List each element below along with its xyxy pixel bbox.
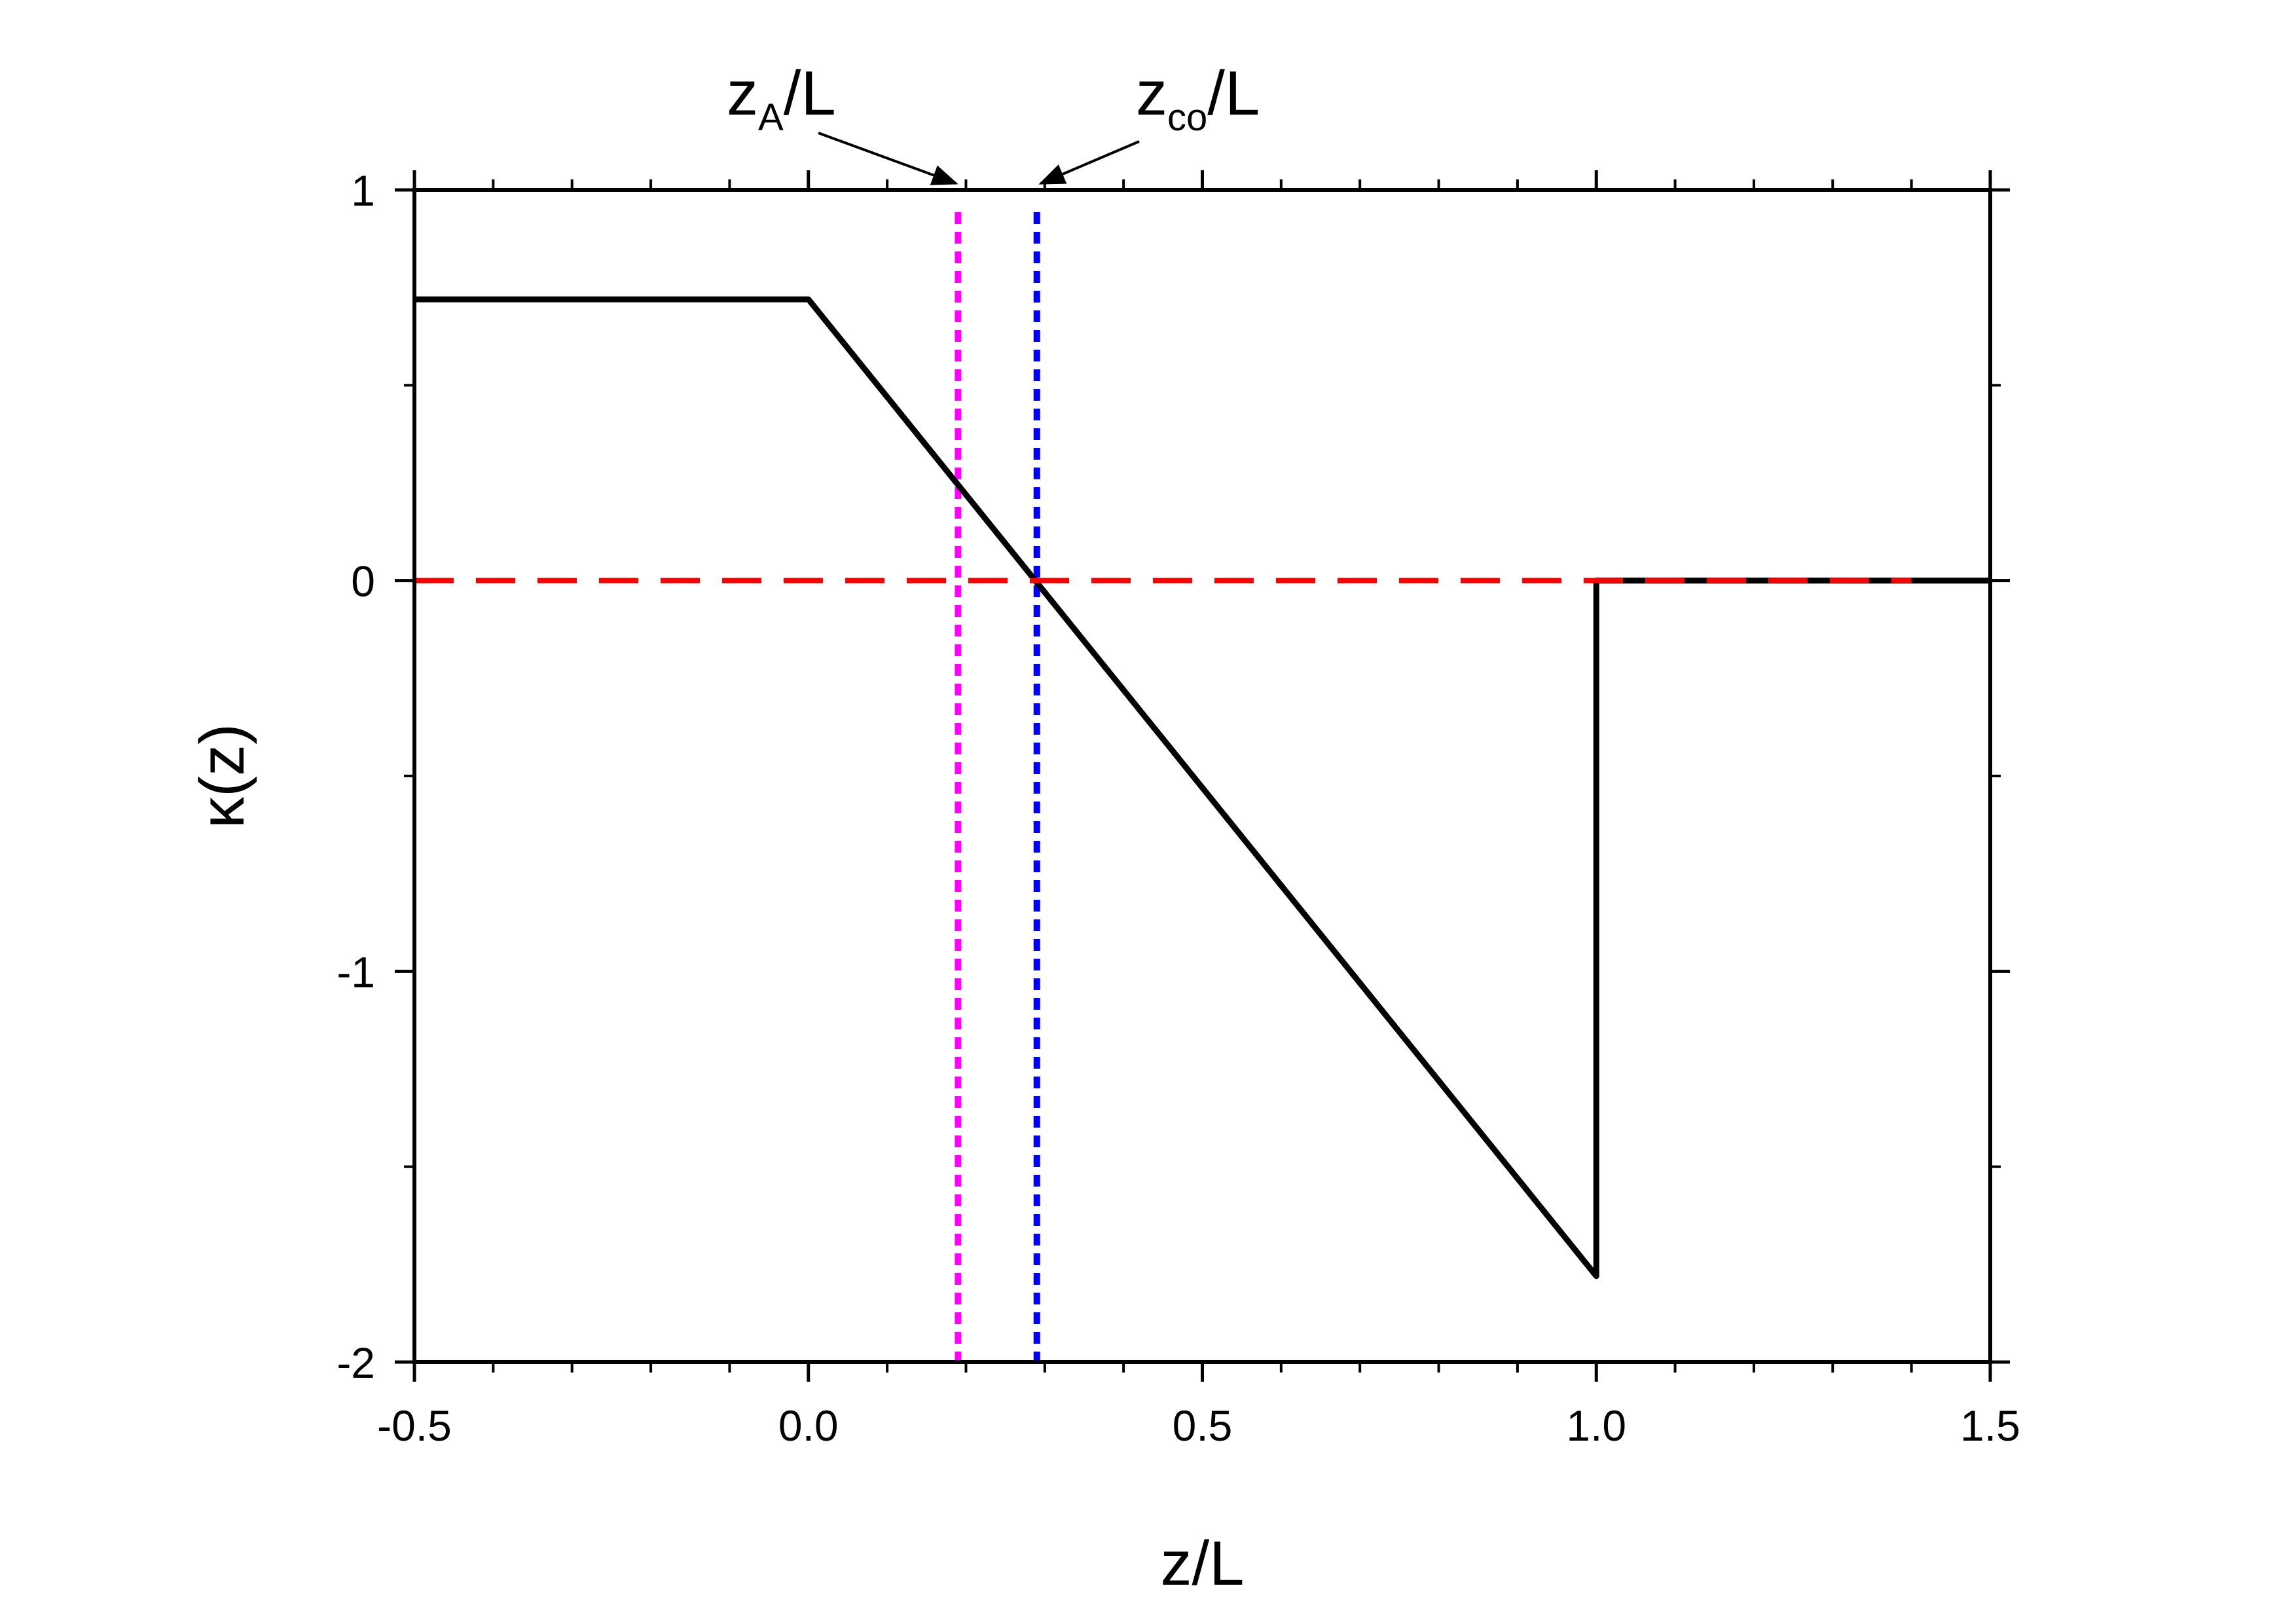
axis-ticks (395, 170, 2010, 1382)
plot-frame (412, 188, 1992, 1364)
series-line-0 (414, 296, 1990, 1280)
y-tick-label-2: -1 (337, 948, 375, 996)
x-axis-title: z/L (1160, 1528, 1244, 1598)
annotation-arrow-zA (818, 132, 958, 185)
annotation-zco: zco/L (1136, 58, 1260, 139)
plot-lines (414, 212, 1990, 1362)
y-tick-label-1: 0 (351, 557, 375, 606)
x-tick-label-1: 0.0 (778, 1401, 839, 1450)
x-tick-label-2: 0.5 (1173, 1401, 1233, 1450)
x-tick-label-3: 1.0 (1566, 1401, 1626, 1450)
x-tick-label-0: -0.5 (377, 1401, 452, 1450)
annotation-arrow-zco (1038, 140, 1140, 185)
y-tick-label-0: 1 (351, 166, 375, 215)
y-tick-label-3: -2 (337, 1338, 375, 1387)
x-tick-label-4: 1.5 (1960, 1401, 2020, 1450)
y-axis-title: κ(z) (187, 724, 257, 828)
annotation-zA: zA/L (727, 58, 836, 139)
tick-labels: -0.5 0.0 0.5 1.0 1.5 1 0 -1 -2 (337, 166, 2020, 1450)
annotations: zA/L zco/L (727, 58, 1260, 185)
